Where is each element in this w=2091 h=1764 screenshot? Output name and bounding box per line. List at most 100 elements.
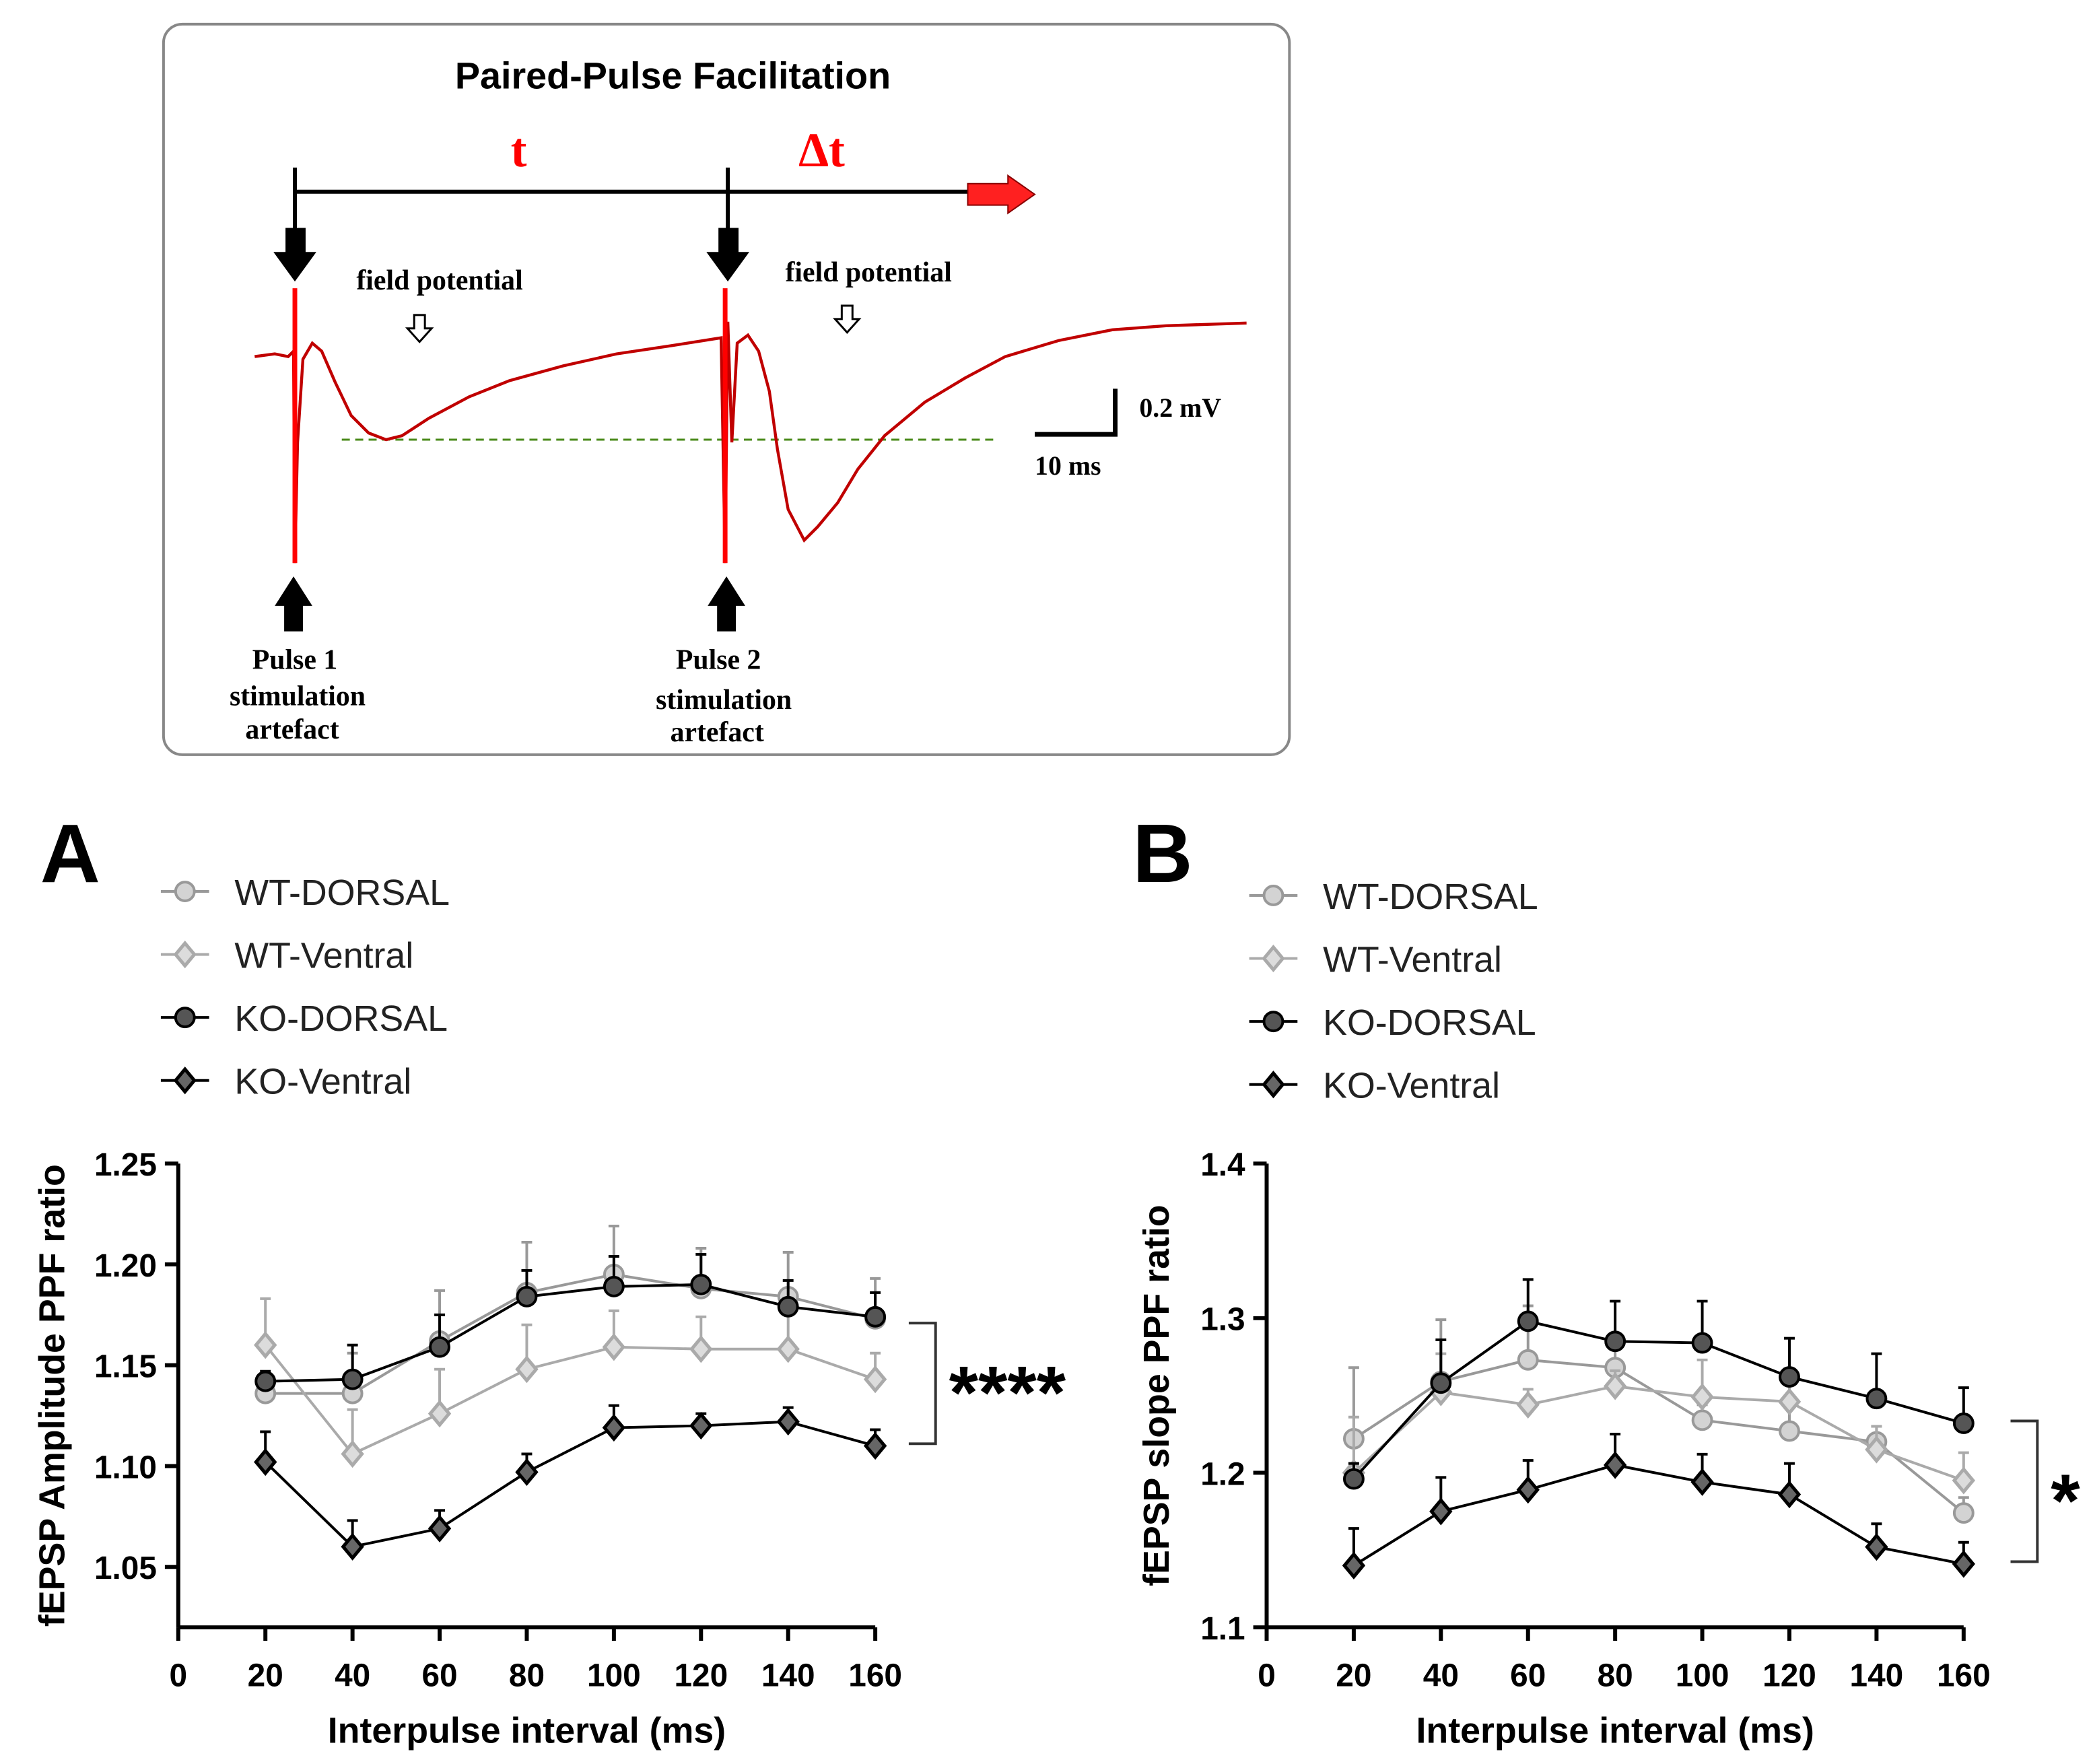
legend-marker-icon	[1262, 1071, 1285, 1099]
data-point	[777, 1295, 799, 1318]
x-tick-label: 100	[1676, 1658, 1729, 1694]
data-point	[689, 1335, 713, 1363]
data-point	[1952, 1466, 1975, 1495]
legend-label: WT-DORSAL	[1323, 877, 1538, 917]
legend-marker-icon	[1262, 885, 1284, 906]
legend-label: KO-Ventral	[234, 1062, 411, 1102]
pulse1-label: stimulation	[230, 681, 366, 712]
pulse2-label: artefact	[671, 717, 764, 748]
data-point	[1430, 1372, 1452, 1394]
data-point	[1603, 1372, 1627, 1400]
data-point	[602, 1333, 626, 1361]
y-tick-label: 1.4	[1200, 1147, 1245, 1183]
data-point	[1952, 1413, 1975, 1434]
y-tick-label: 1.10	[94, 1450, 157, 1485]
significance-bracket	[2010, 1419, 2039, 1563]
data-point	[1865, 1388, 1888, 1410]
data-point	[863, 1431, 887, 1460]
pulse1-label: Pulse 1	[252, 645, 338, 676]
data-point	[515, 1355, 539, 1384]
x-tick-label: 140	[1850, 1658, 1904, 1694]
legend-marker-icon	[173, 940, 197, 969]
series-ko-ventral	[254, 1404, 887, 1561]
x-tick-label: 80	[509, 1658, 545, 1694]
scale-bar	[1035, 388, 1118, 437]
x-tick-label: 100	[587, 1658, 641, 1694]
legend-marker-icon	[173, 1066, 197, 1095]
legend-marker-icon	[1262, 1011, 1284, 1033]
panel-label-a: A	[40, 807, 100, 900]
x-tick-label: 20	[248, 1658, 283, 1694]
field-potential-label-2: field potential	[786, 257, 952, 288]
series-line	[265, 1283, 876, 1383]
data-point	[1779, 1420, 1800, 1442]
series-line	[1352, 1358, 1965, 1514]
data-point	[427, 1399, 452, 1428]
series-wt-ventral	[254, 1297, 887, 1468]
data-point	[603, 1275, 625, 1297]
data-point	[341, 1439, 364, 1468]
data-point	[690, 1273, 712, 1295]
diagram-title: Paired-Pulse Facilitation	[455, 55, 891, 96]
pulse2-label: Pulse 2	[676, 645, 761, 676]
pulse2-label: stimulation	[656, 685, 792, 716]
data-point	[1604, 1330, 1626, 1353]
pulse1-label: artefact	[245, 714, 339, 745]
data-point	[1952, 1550, 1975, 1578]
legend-label: KO-DORSAL	[1323, 1003, 1536, 1043]
data-point	[1779, 1366, 1800, 1388]
x-tick-label: 60	[421, 1658, 457, 1694]
y-axis-title: fEPSP Amplitude PPF ratio	[32, 1164, 73, 1627]
significance-stars: *	[2051, 1458, 2080, 1542]
data-point	[1690, 1383, 1714, 1411]
x-tick-label: 40	[335, 1658, 370, 1694]
y-tick-label: 1.15	[94, 1349, 157, 1385]
x-tick-label: 0	[170, 1658, 188, 1694]
y-tick-label: 1.20	[94, 1248, 157, 1284]
data-point	[1691, 1409, 1713, 1431]
data-point	[1342, 1468, 1365, 1490]
data-point	[254, 1370, 277, 1392]
data-point	[427, 1514, 452, 1542]
hollow-arrow-2-icon	[833, 304, 862, 335]
significance-stars: ****	[949, 1350, 1066, 1434]
x-tick-label: 120	[674, 1658, 728, 1694]
data-point	[1342, 1551, 1366, 1580]
data-point	[1690, 1468, 1714, 1496]
data-point	[1429, 1497, 1453, 1526]
field-potential-label-1: field potential	[356, 265, 522, 296]
data-point	[1777, 1388, 1802, 1416]
scale-voltage-label: 0.2 mV	[1139, 393, 1221, 423]
y-tick-label: 1.1	[1200, 1611, 1245, 1647]
data-point	[254, 1331, 277, 1359]
legend-marker-icon	[174, 881, 196, 902]
up-arrow-pulse1-icon	[275, 576, 312, 632]
y-axis-title: fEPSP slope PPF ratio	[1136, 1205, 1177, 1586]
legend-label: KO-DORSAL	[234, 998, 448, 1039]
down-arrow-pulse2-icon	[706, 228, 749, 282]
panel-label-b: B	[1132, 807, 1192, 900]
y-tick-label: 1.2	[1200, 1456, 1245, 1492]
data-point	[1603, 1451, 1627, 1479]
series-ko-dorsal	[254, 1252, 887, 1392]
significance-bracket	[908, 1322, 937, 1446]
x-tick-label: 20	[1336, 1658, 1371, 1694]
down-arrow-pulse1-icon	[273, 228, 316, 282]
ppf-diagram: Paired-Pulse Facilitation t Δt field pot…	[162, 22, 1291, 756]
x-tick-label: 160	[848, 1658, 902, 1694]
series-wt-dorsal	[1342, 1304, 1975, 1524]
series-ko-dorsal	[1342, 1278, 1975, 1490]
data-point	[341, 1368, 364, 1390]
y-tick-label: 1.05	[94, 1551, 157, 1586]
data-point	[254, 1448, 277, 1477]
series-line	[264, 1420, 876, 1549]
data-point	[1516, 1390, 1540, 1419]
data-point	[1517, 1310, 1539, 1332]
data-point	[864, 1305, 887, 1328]
scale-time-label: 10 ms	[1035, 451, 1101, 481]
series-line	[1352, 1384, 1964, 1482]
data-point	[1691, 1332, 1713, 1354]
chart-a: WT-DORSAL WT-Ventral KO-DORSAL KO-Ventral 1.…	[32, 873, 1066, 1751]
data-point	[1865, 1435, 1888, 1464]
